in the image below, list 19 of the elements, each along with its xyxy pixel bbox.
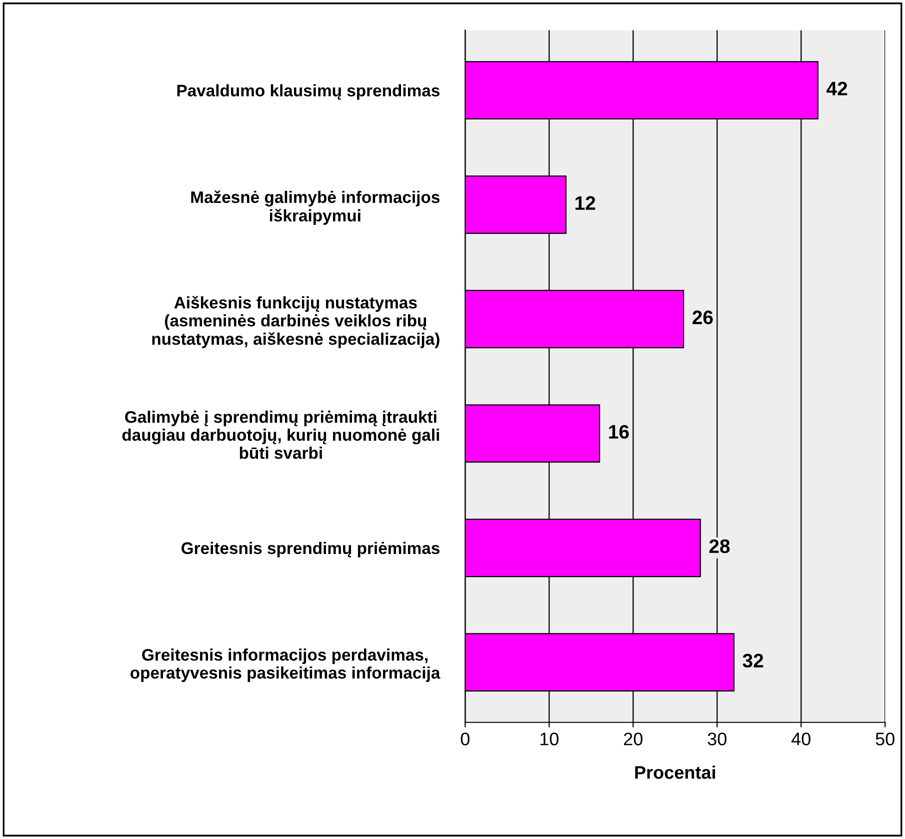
data-label: 32 (742, 654, 764, 668)
y-tick-label: Mažesnė galimybė informacijos iškraipymui (191, 190, 440, 225)
data-label: 28 (709, 539, 730, 554)
y-tick-label: Pavaldumo klausimų sprendimas (177, 84, 440, 100)
y-tick-label: Galimybė į sprendimų priėmimą įtraukti daugiau darbuotojų, kurių nuomonė gali būti svarbi (122, 410, 440, 459)
x-tick-label: 40 (791, 732, 810, 746)
x-tick-label: 0 (460, 732, 470, 746)
x-tick-label: 20 (624, 732, 642, 746)
y-tick-label: Aiškesnis funkcijų nustatymas (asmeninės darbinės veiklos ribų nustatymas, aiškesnė specializacija) (152, 296, 440, 348)
x-tick-label: 10 (540, 732, 558, 746)
x-tick-label: 50 (876, 732, 894, 746)
data-label: 26 (692, 310, 713, 324)
y-tick-label: Greitesnis sprendimų priėmimas (182, 542, 440, 558)
data-label: 16 (609, 424, 629, 439)
y-tick-label: Greitesnis informacijos perdavimas, operatyvesnis pasikeitimas informacija (130, 648, 440, 682)
x-axis-title: Procentai (635, 766, 715, 779)
data-label: 42 (826, 82, 848, 96)
data-label: 12 (576, 196, 596, 210)
x-tick-label: 30 (708, 732, 726, 746)
